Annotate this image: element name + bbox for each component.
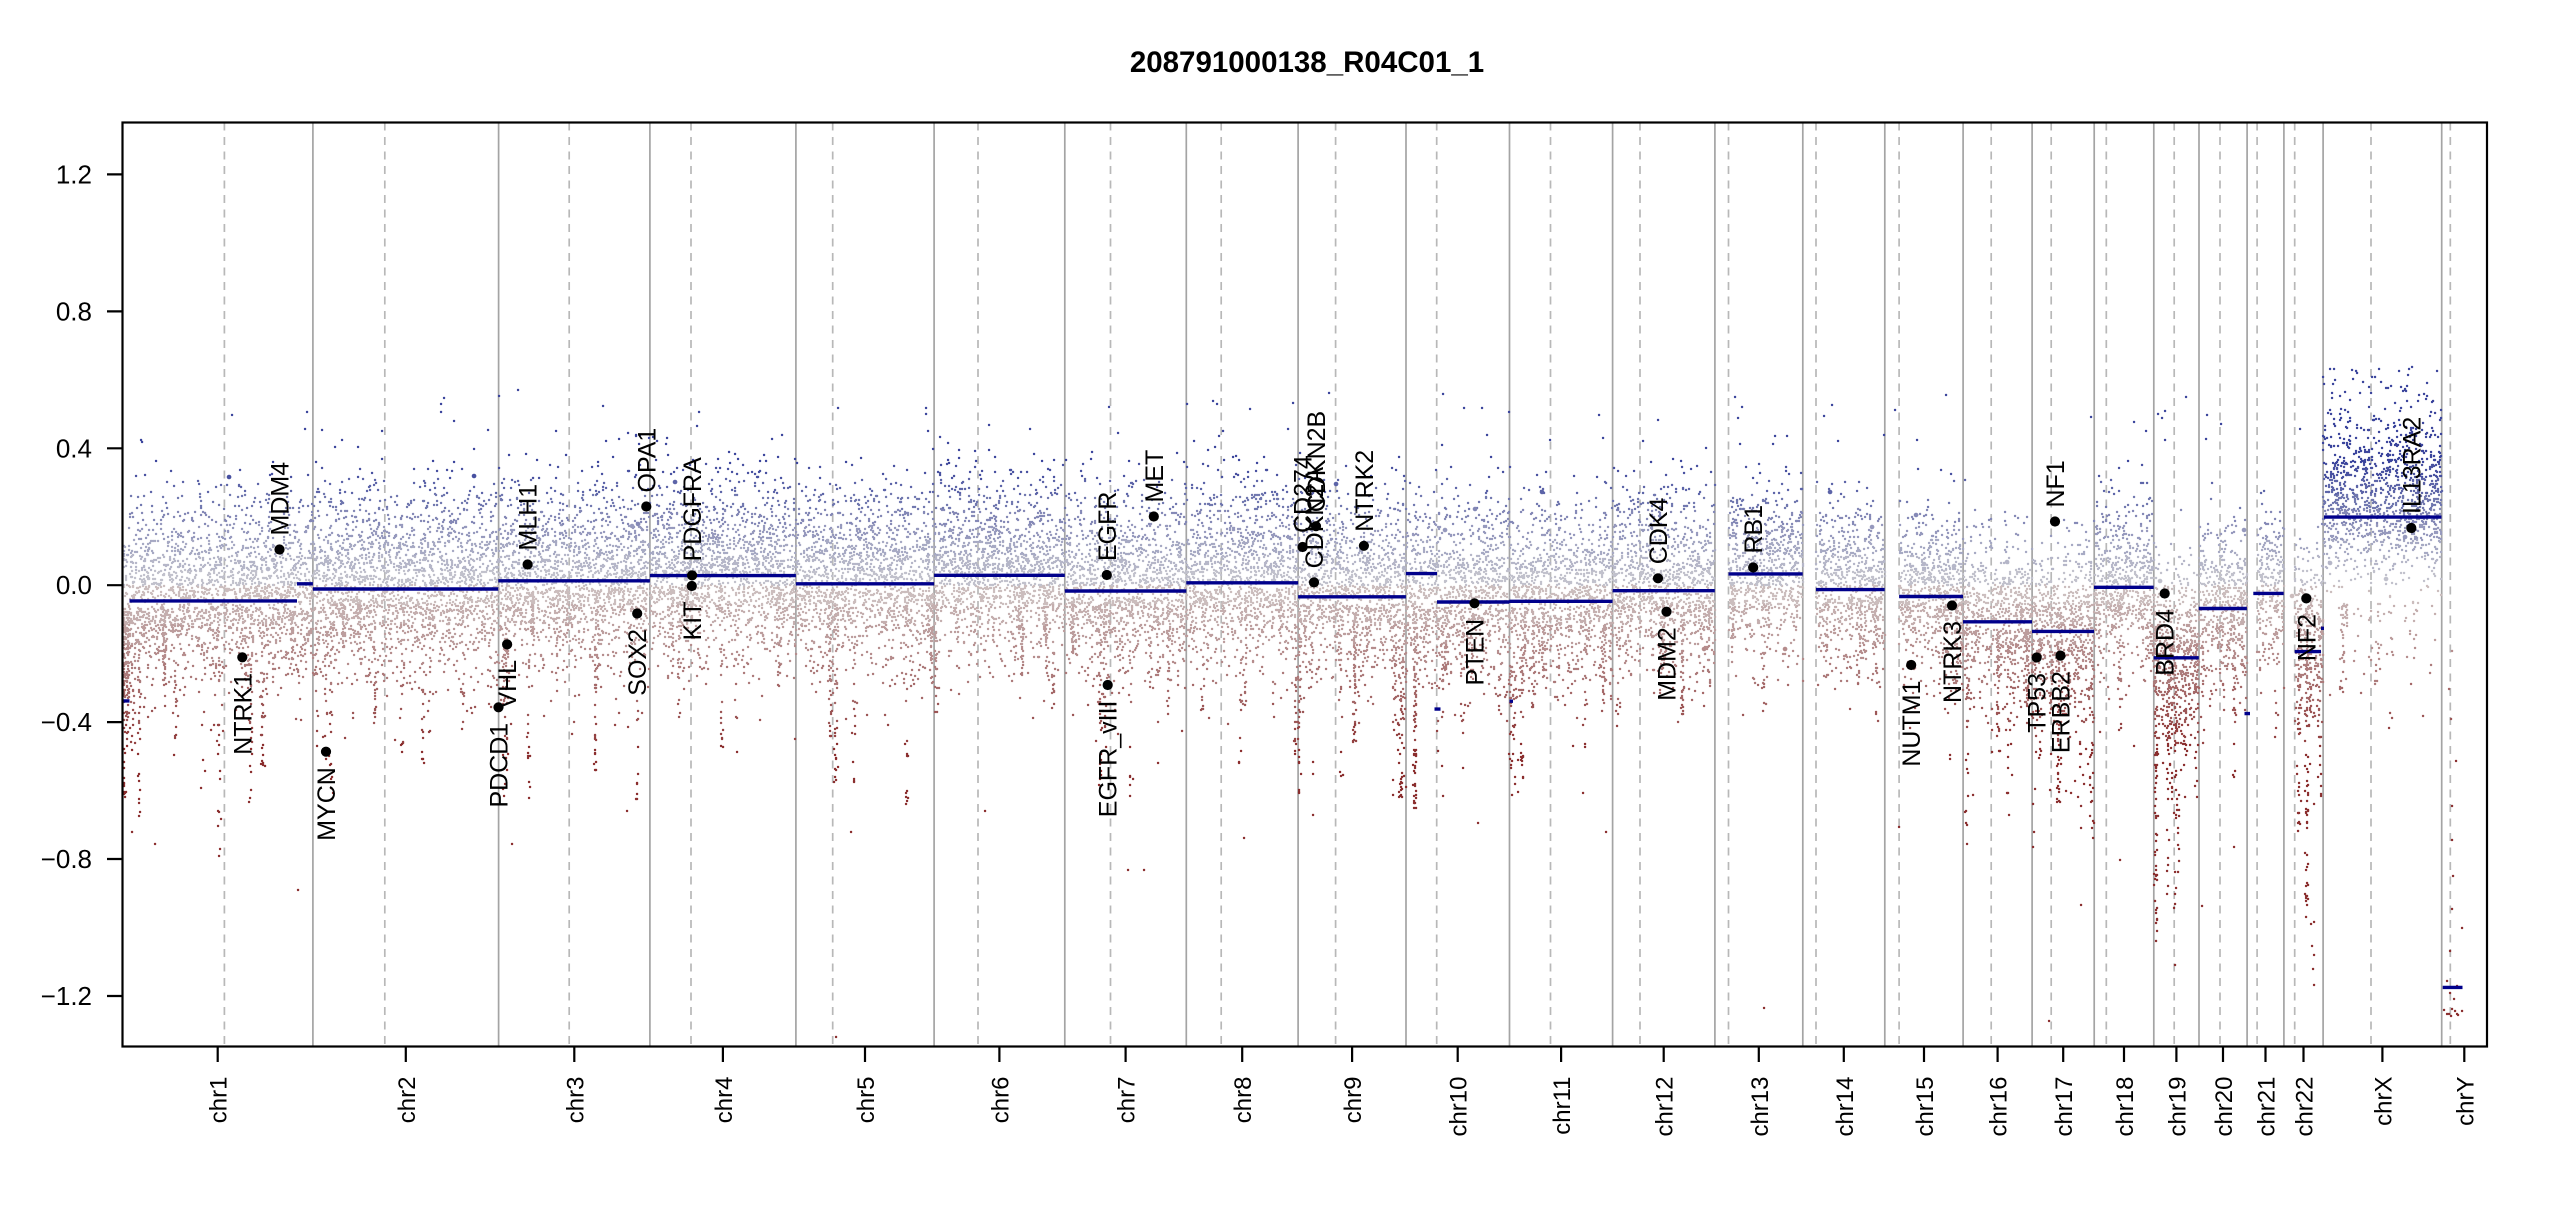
- svg-text:0.4: 0.4: [56, 433, 92, 463]
- svg-text:chr9: chr9: [1340, 1077, 1367, 1124]
- svg-text:PTEN: PTEN: [1462, 619, 1490, 686]
- svg-text:NTRK1: NTRK1: [229, 673, 257, 755]
- svg-text:chrX: chrX: [2370, 1077, 2397, 1126]
- svg-text:chr5: chr5: [853, 1077, 880, 1124]
- svg-text:chrY: chrY: [2452, 1077, 2479, 1126]
- svg-text:ERBB2: ERBB2: [2048, 671, 2076, 753]
- svg-text:CDKN2B: CDKN2B: [1303, 411, 1331, 512]
- svg-text:−0.8: −0.8: [41, 844, 92, 874]
- svg-text:chr1: chr1: [206, 1077, 233, 1124]
- svg-text:RB1: RB1: [1740, 505, 1768, 554]
- svg-text:MLH1: MLH1: [515, 484, 543, 551]
- svg-text:EGFR: EGFR: [1094, 492, 1122, 561]
- svg-text:−0.4: −0.4: [41, 707, 92, 737]
- svg-text:chr12: chr12: [1652, 1077, 1679, 1137]
- svg-text:MET: MET: [1141, 450, 1169, 503]
- svg-text:chr10: chr10: [1446, 1077, 1473, 1137]
- svg-text:MDM2: MDM2: [1654, 627, 1682, 701]
- svg-text:chr3: chr3: [562, 1077, 589, 1124]
- svg-text:OPA1: OPA1: [633, 428, 661, 493]
- svg-text:NUTM1: NUTM1: [1898, 681, 1926, 767]
- svg-text:NTRK3: NTRK3: [1939, 621, 1967, 703]
- svg-text:chr18: chr18: [2112, 1077, 2139, 1137]
- svg-text:CDK4: CDK4: [1645, 498, 1673, 565]
- svg-text:NF2: NF2: [2293, 614, 2321, 661]
- svg-text:chr19: chr19: [2164, 1077, 2191, 1137]
- svg-text:NF1: NF1: [2042, 460, 2070, 507]
- svg-text:0.8: 0.8: [56, 296, 92, 326]
- svg-text:chr2: chr2: [394, 1077, 421, 1124]
- svg-text:BRD4: BRD4: [2152, 609, 2180, 676]
- svg-text:IL13RA2: IL13RA2: [2398, 417, 2426, 514]
- svg-text:KIT: KIT: [679, 602, 707, 641]
- svg-text:−1.2: −1.2: [41, 981, 92, 1011]
- svg-text:chr11: chr11: [1549, 1077, 1576, 1135]
- svg-text:chr22: chr22: [2292, 1077, 2319, 1137]
- svg-text:chr7: chr7: [1114, 1077, 1141, 1124]
- svg-text:0.0: 0.0: [56, 570, 92, 600]
- svg-text:chr13: chr13: [1747, 1077, 1774, 1137]
- svg-text:chr20: chr20: [2211, 1077, 2238, 1137]
- svg-text:chr8: chr8: [1230, 1077, 1257, 1124]
- svg-text:chr17: chr17: [2051, 1077, 2078, 1137]
- svg-text:chr15: chr15: [1912, 1077, 1939, 1137]
- svg-text:SOX2: SOX2: [624, 629, 652, 696]
- svg-text:PDCD1: PDCD1: [486, 723, 514, 808]
- svg-text:EGFR_vIII: EGFR_vIII: [1095, 701, 1123, 818]
- svg-text:NTRK2: NTRK2: [1351, 450, 1379, 532]
- svg-text:CD274: CD274: [1290, 455, 1318, 533]
- svg-text:chr4: chr4: [711, 1077, 738, 1124]
- svg-text:chr14: chr14: [1832, 1077, 1859, 1137]
- svg-text:TP53: TP53: [2024, 673, 2052, 733]
- svg-text:MDM4: MDM4: [267, 462, 295, 536]
- svg-text:PDGFRA: PDGFRA: [679, 457, 707, 562]
- svg-text:chr16: chr16: [1986, 1077, 2013, 1137]
- svg-text:CDKN2A: CDKN2A: [1301, 467, 1329, 569]
- svg-text:1.2: 1.2: [56, 159, 92, 189]
- svg-text:VHL: VHL: [494, 660, 522, 709]
- svg-text:chr21: chr21: [2254, 1077, 2281, 1137]
- svg-text:208791000138_R04C01_1: 208791000138_R04C01_1: [1130, 46, 1484, 79]
- svg-text:chr6: chr6: [987, 1077, 1014, 1124]
- svg-text:MYCN: MYCN: [313, 767, 341, 841]
